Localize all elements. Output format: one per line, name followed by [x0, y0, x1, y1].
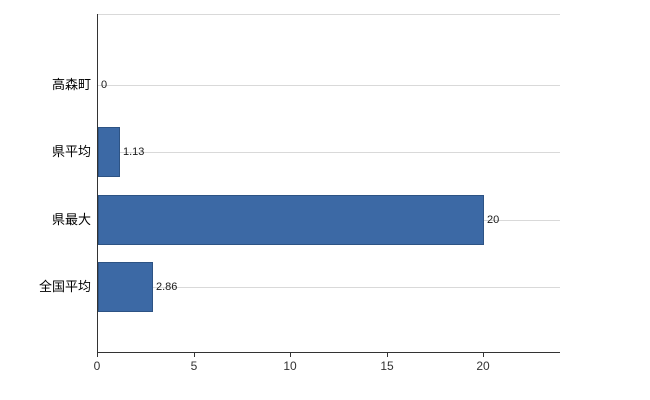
x-tick-label: 20: [476, 359, 490, 373]
category-label: 県平均: [51, 144, 91, 159]
bar-4: [98, 262, 153, 312]
y-axis-line: [97, 14, 98, 353]
x-tick-label: 10: [283, 359, 297, 373]
x-tick-mark: [387, 353, 388, 357]
category-label: 全国平均: [38, 279, 91, 294]
category-label: 高森町: [51, 77, 91, 92]
bar-2: [98, 127, 120, 177]
x-axis-line: [97, 352, 560, 353]
bar-value-label: 2.86: [156, 281, 178, 293]
category-gridline: [97, 85, 560, 86]
category-label: 県最大: [51, 212, 91, 227]
x-tick-mark: [97, 353, 98, 357]
bar-value-label: 20: [487, 214, 500, 226]
x-tick-mark: [194, 353, 195, 357]
x-tick-label: 0: [93, 359, 101, 373]
x-tick-label: 5: [190, 359, 198, 373]
x-tick-label: 15: [380, 359, 394, 373]
plot-top-border: [97, 14, 560, 15]
x-tick-mark: [290, 353, 291, 357]
category-gridline: [97, 287, 560, 288]
x-tick-mark: [483, 353, 484, 357]
bar-3: [98, 195, 484, 245]
category-gridline: [97, 152, 560, 153]
bar-value-label: 1.13: [123, 146, 145, 158]
bar-value-label: 0: [101, 79, 108, 91]
